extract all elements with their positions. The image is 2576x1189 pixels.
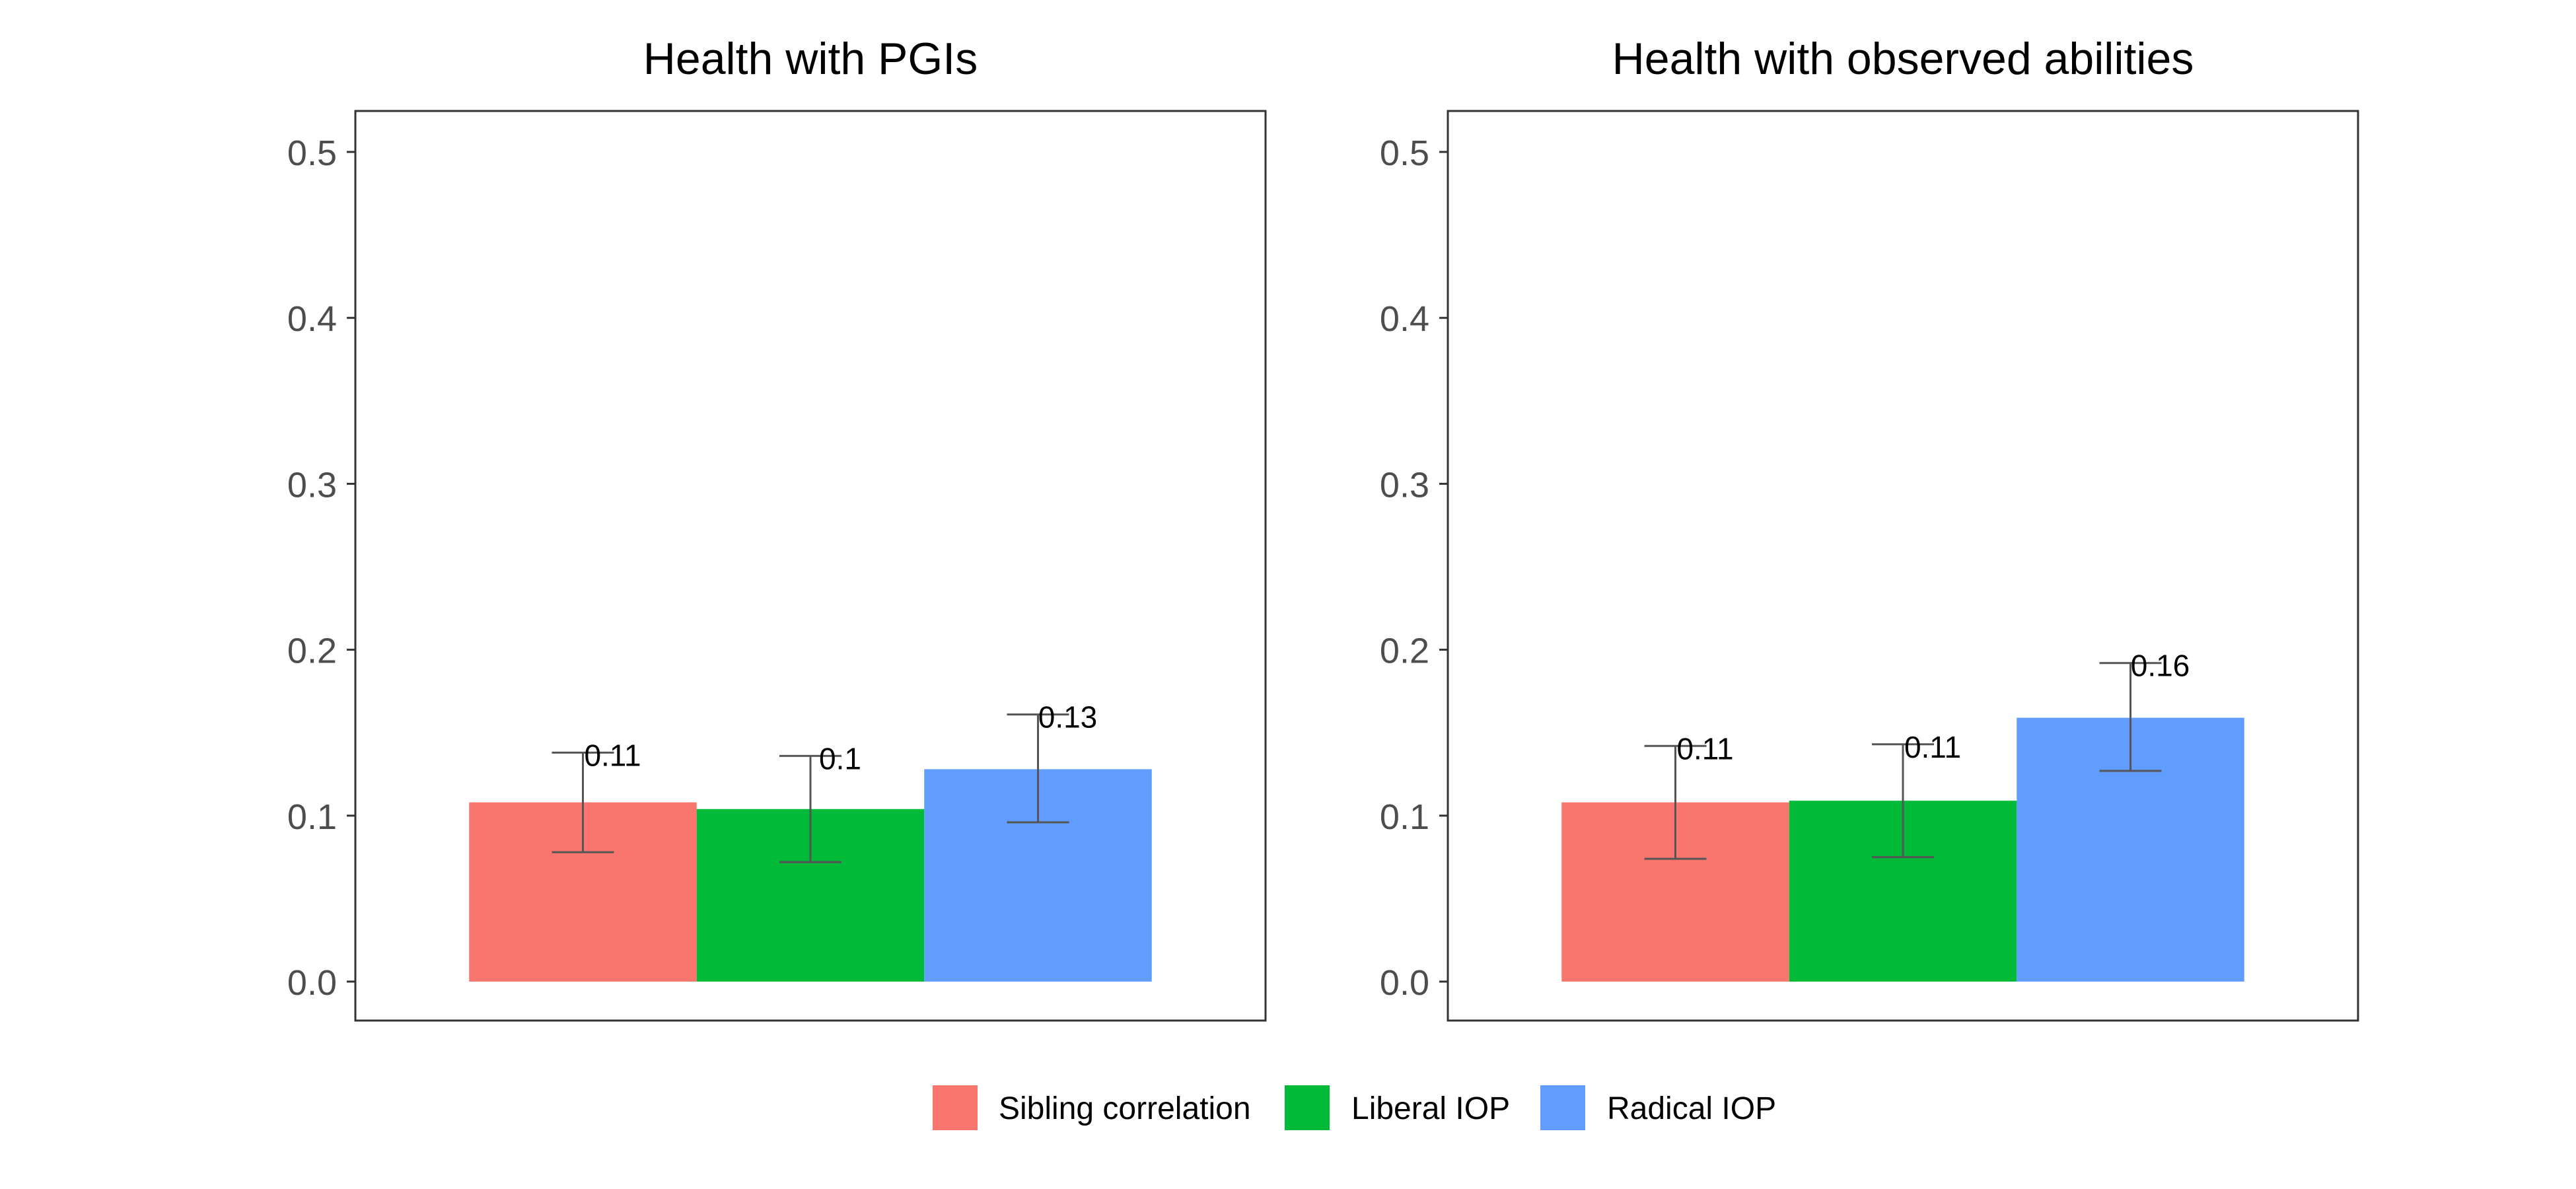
legend-key [933, 1085, 978, 1130]
y-tick-label: 0.5 [287, 133, 337, 173]
y-tick-label: 0.3 [287, 465, 337, 505]
data-label: 0.16 [2131, 649, 2190, 683]
data-label: 0.11 [1904, 730, 1961, 764]
legend-item: Sibling correlation [933, 1085, 1251, 1130]
y-tick-label: 0.3 [1380, 465, 1429, 505]
y-tick-label: 0.0 [287, 963, 337, 1003]
chart-title: Health with observed abilities [1612, 34, 2194, 84]
error-bar [779, 754, 841, 863]
legend-label: Liberal IOP [1351, 1091, 1510, 1126]
legend-label: Sibling correlation [999, 1091, 1251, 1126]
data-label: 0.11 [584, 738, 641, 772]
y-tick-label: 0.1 [1380, 797, 1429, 837]
y-tick-label: 0.5 [1380, 133, 1429, 173]
data-label: 0.11 [1676, 731, 1733, 766]
chart-panels: Health with PGIs 0.0 0.1 0.2 0.3 0.4 0.5 0.11 0.… [287, 34, 2359, 1022]
y-tick-label: 0.2 [1380, 631, 1429, 671]
legend-item: Radical IOP [1540, 1085, 1776, 1130]
legend: Sibling correlation Liberal IOP Radical IO… [933, 1085, 1776, 1130]
legend-key [1285, 1085, 1330, 1130]
chart-title: Health with PGIs [643, 34, 978, 84]
chart-panel-1: Health with PGIs 0.0 0.1 0.2 0.3 0.4 0.5 0.11 0.… [287, 34, 1267, 1022]
y-tick-label: 0.1 [287, 797, 337, 837]
y-tick-label: 0.4 [287, 299, 337, 339]
chart-panel-2: Health with observed abilities 0.0 0.1 0.2 0… [1380, 34, 2359, 1022]
error-bar [552, 751, 614, 853]
error-bar [1007, 713, 1069, 824]
y-tick-label: 0.2 [287, 631, 337, 671]
data-label: 0.1 [819, 741, 861, 775]
error-bar [1644, 744, 1707, 860]
legend-label: Radical IOP [1607, 1091, 1776, 1126]
y-tick-label: 0.0 [1380, 963, 1429, 1003]
y-tick-label: 0.4 [1380, 299, 1429, 339]
panel-border [354, 110, 1267, 1022]
data-label: 0.13 [1038, 700, 1098, 735]
panel-border [1447, 110, 2359, 1022]
error-bar [1872, 743, 1934, 859]
legend-key [1540, 1085, 1585, 1130]
error-bar [2099, 662, 2162, 772]
legend-item: Liberal IOP [1285, 1085, 1510, 1130]
